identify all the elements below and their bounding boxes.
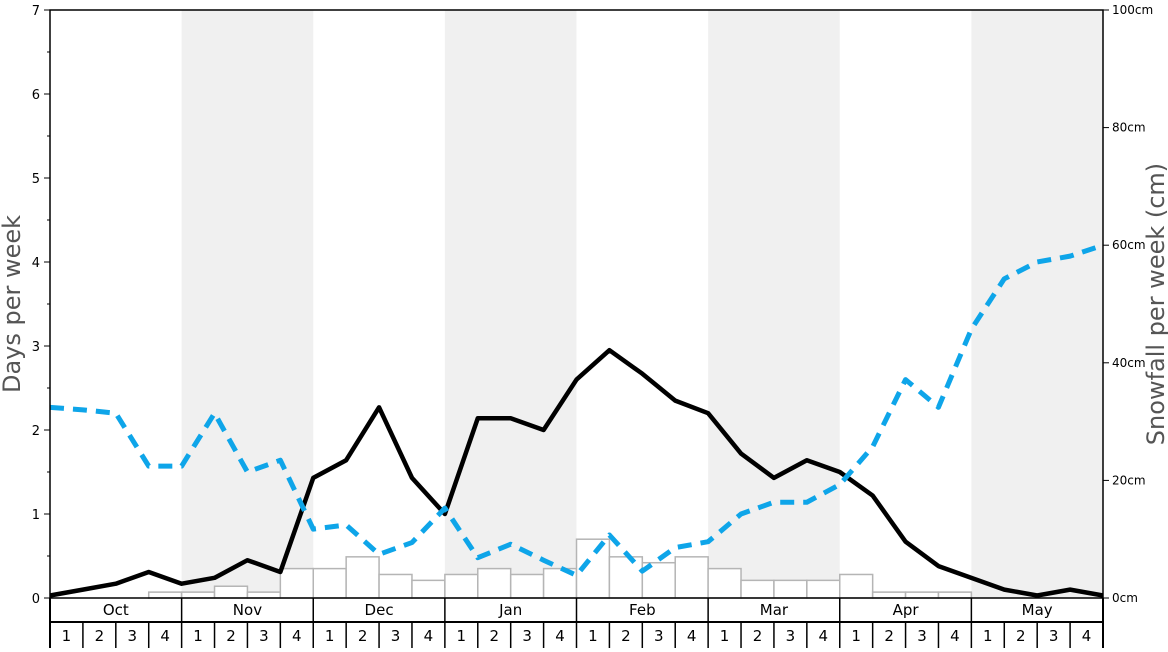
snowfall-bar <box>147 591 183 599</box>
week-label: 3 <box>786 627 796 645</box>
right-axis-title: Snowfall per week (cm) <box>1142 163 1168 445</box>
week-label: 1 <box>983 627 993 645</box>
week-label: 1 <box>851 627 861 645</box>
week-label: 2 <box>884 627 894 645</box>
week-label: 1 <box>720 627 730 645</box>
month-label: Feb <box>629 601 656 619</box>
week-label: 1 <box>588 627 598 645</box>
left-tick-label: 5 <box>32 172 40 187</box>
month-label: Mar <box>760 601 789 619</box>
week-label: 1 <box>193 627 203 645</box>
solid-line-series <box>49 347 1104 598</box>
month-shade <box>444 10 577 598</box>
week-label: 2 <box>753 627 763 645</box>
right-tick-label: 60cm <box>1112 238 1146 252</box>
week-label: 1 <box>325 627 335 645</box>
month-shade <box>181 10 314 598</box>
week-label: 3 <box>259 627 269 645</box>
snowfall-bar <box>180 591 216 599</box>
left-tick-label: 2 <box>32 424 40 439</box>
right-tick-label: 100cm <box>1112 3 1153 17</box>
month-shade <box>708 10 840 598</box>
week-label: 4 <box>424 627 434 645</box>
snowfall-bar <box>806 579 841 599</box>
week-label: 4 <box>687 627 697 645</box>
snowfall-bar <box>509 573 545 599</box>
week-label: 4 <box>950 627 960 645</box>
week-label: 3 <box>917 627 927 645</box>
snowfall-bar <box>937 591 973 599</box>
month-label: Apr <box>893 601 920 619</box>
snowfall-bar <box>312 567 347 599</box>
snowfall-bar <box>477 567 512 599</box>
left-tick-label: 3 <box>32 340 40 355</box>
snowfall-bar <box>213 585 249 599</box>
week-label: 4 <box>292 627 302 645</box>
snowfall-bar <box>904 591 940 599</box>
week-label: 3 <box>391 627 401 645</box>
snowfall-bar <box>345 556 380 599</box>
week-label: 3 <box>654 627 664 645</box>
snowfall-bar <box>740 579 775 599</box>
right-tick-label: 40cm <box>1112 356 1146 370</box>
week-label: 1 <box>457 627 467 645</box>
left-axis-title: Days per week <box>0 215 26 393</box>
right-tick-label: 20cm <box>1112 473 1146 487</box>
week-label: 2 <box>95 627 105 645</box>
week-label: 2 <box>358 627 368 645</box>
left-tick-label: 7 <box>32 4 40 19</box>
week-label: 3 <box>1049 627 1059 645</box>
right-tick-label: 80cm <box>1112 121 1146 135</box>
snowfall-bar <box>246 591 282 599</box>
snowfall-bar <box>608 556 644 599</box>
right-tick-label: 0cm <box>1112 591 1138 605</box>
month-shade <box>971 10 1103 598</box>
snowfall-bar <box>444 573 479 599</box>
dashed-line-series <box>49 242 1104 578</box>
week-label: 2 <box>621 627 631 645</box>
month-label: Jan <box>498 601 522 619</box>
week-label: 3 <box>522 627 532 645</box>
snowfall-bar <box>378 573 413 599</box>
month-label: Dec <box>365 601 394 619</box>
snowfall-bar <box>674 556 709 599</box>
left-tick-label: 0 <box>32 592 40 607</box>
snowfall-bar <box>839 573 874 599</box>
month-label: May <box>1022 601 1053 619</box>
week-label: 2 <box>226 627 236 645</box>
week-label: 4 <box>819 627 829 645</box>
snowfall-bar <box>707 567 742 599</box>
week-label: 3 <box>127 627 137 645</box>
week-label: 2 <box>1016 627 1026 645</box>
week-label: 4 <box>555 627 565 645</box>
snowfall-bar <box>279 567 314 599</box>
month-label: Nov <box>233 601 262 619</box>
snowfall-bar <box>871 591 907 599</box>
snowfall-bar <box>773 579 808 599</box>
week-label: 4 <box>1082 627 1092 645</box>
week-label: 4 <box>160 627 170 645</box>
left-tick-label: 1 <box>32 508 40 523</box>
month-label: Oct <box>103 601 129 619</box>
snowfall-bar <box>411 579 446 599</box>
week-label: 1 <box>62 627 72 645</box>
week-label: 2 <box>489 627 499 645</box>
left-tick-label: 4 <box>32 256 40 271</box>
left-tick-label: 6 <box>32 88 40 103</box>
